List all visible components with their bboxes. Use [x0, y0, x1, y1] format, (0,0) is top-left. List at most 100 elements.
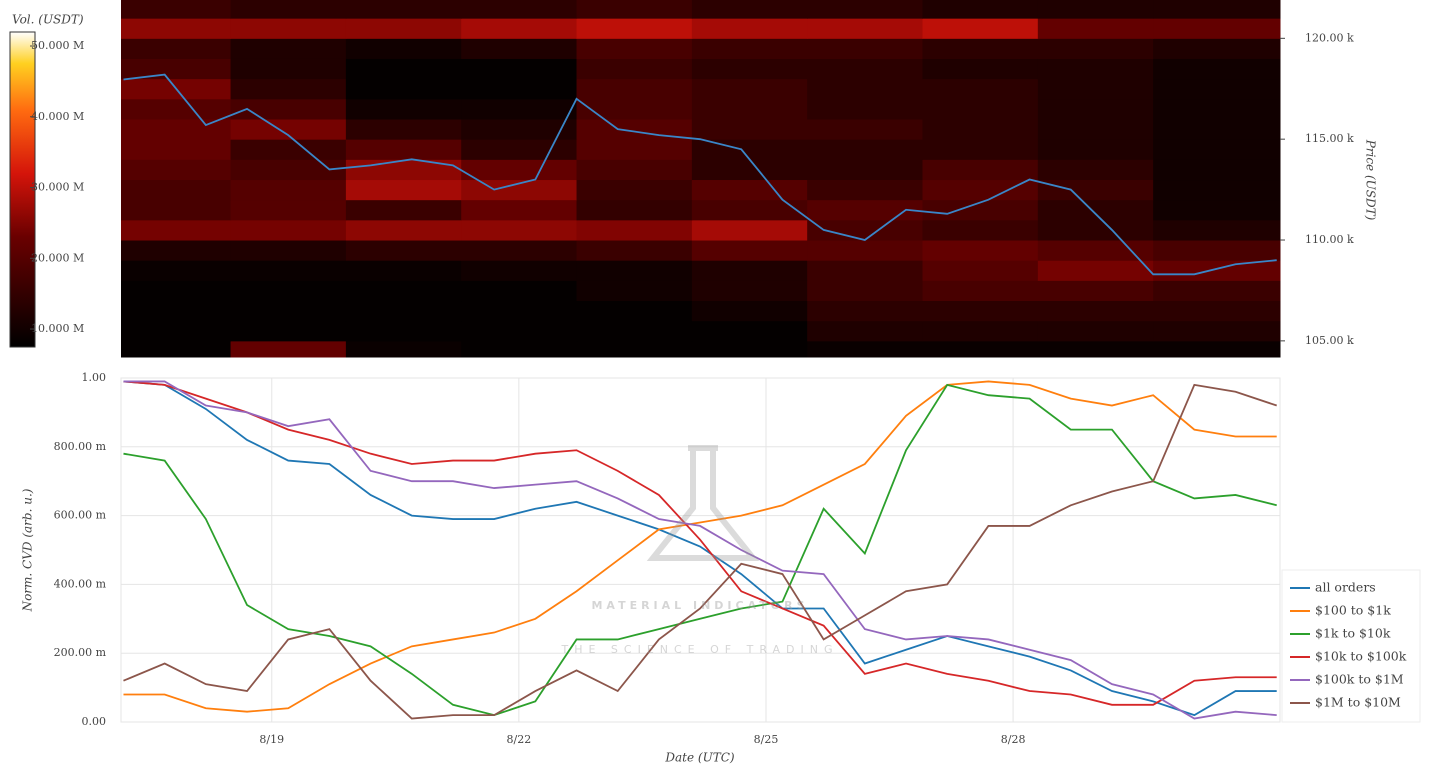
colorbar-tick-label: 20.000 M — [31, 251, 84, 264]
heatmap-cell — [576, 260, 693, 281]
heatmap-cell — [230, 179, 347, 201]
heatmap-cell — [691, 179, 808, 201]
heatmap-cell — [1037, 219, 1154, 241]
heatmap-cell — [1153, 260, 1281, 281]
heatmap-cell — [576, 139, 693, 160]
heatmap-cell — [691, 240, 808, 261]
colorbar-tick-label: 50.000 M — [31, 39, 84, 52]
heatmap-cell — [1037, 58, 1154, 80]
heatmap-cell — [461, 119, 578, 140]
heatmap-cell — [345, 260, 462, 281]
heatmap-cell — [922, 260, 1039, 281]
heatmap-cell — [807, 199, 923, 221]
heatmap-cell — [121, 179, 232, 201]
heatmap-cell — [807, 300, 923, 322]
heatmap-cell — [345, 340, 462, 358]
heatmap-cell — [807, 340, 923, 358]
heatmap-cell — [461, 139, 578, 160]
heatmap-cell — [576, 38, 693, 59]
heatmap-cell — [1037, 260, 1154, 281]
heatmap-cell — [121, 159, 232, 181]
heatmap-cell — [230, 199, 347, 221]
heatmap-cell — [230, 58, 347, 80]
heatmap-cell — [461, 58, 578, 80]
colorbar-tick-label: 40.000 M — [31, 110, 84, 123]
x-axis-label: Date (UTC) — [664, 751, 734, 765]
heatmap-cell — [1153, 78, 1281, 100]
heatmap-cell — [576, 119, 693, 140]
heatmap-cell — [461, 38, 578, 59]
heatmap-cell — [230, 320, 347, 342]
heatmap-cell — [121, 38, 232, 59]
cvd-line — [123, 383, 1277, 720]
heatmap-cell — [230, 0, 347, 19]
heatmap-cell — [121, 199, 232, 221]
heatmap-cell — [345, 199, 462, 221]
heatmap-cell — [1037, 240, 1154, 261]
watermark-title: MATERIAL INDICATORS — [591, 599, 808, 612]
watermark-icon — [646, 445, 760, 561]
heatmap-cell — [576, 240, 693, 261]
heatmap-cell — [576, 199, 693, 221]
heatmap-cell — [807, 38, 923, 59]
heatmap-cell — [461, 240, 578, 261]
x-tick-label: 8/19 — [259, 733, 284, 746]
heatmap-cell — [1153, 38, 1281, 59]
heatmap-cell — [461, 280, 578, 302]
y-tick-label: 115.00 k — [1305, 132, 1354, 145]
heatmap-cell — [807, 78, 923, 100]
heatmap-cell — [1037, 38, 1154, 59]
heatmap-cell — [461, 320, 578, 342]
heatmap-cell — [345, 0, 462, 19]
heatmap-cell — [345, 179, 462, 201]
heatmap-cell — [922, 340, 1039, 358]
heatmap-cell — [807, 0, 923, 19]
heatmap-cell — [1153, 320, 1281, 342]
legend-label: $100 to $1k — [1315, 603, 1391, 618]
legend-label: $1M to $10M — [1315, 695, 1401, 710]
heatmap-cell — [807, 240, 923, 261]
heatmap-cell — [1037, 300, 1154, 322]
heatmap-cell — [1037, 159, 1154, 181]
heatmap-cell — [461, 179, 578, 201]
heatmap-cell — [345, 280, 462, 302]
heatmap-cell — [1153, 0, 1281, 19]
heatmap-cell — [807, 179, 923, 201]
heatmap-cell — [691, 0, 808, 19]
heatmap-cell — [576, 280, 693, 302]
cvd-line — [123, 380, 1277, 713]
heatmap-cell — [1037, 199, 1154, 221]
heatmap-cell — [230, 260, 347, 281]
heatmap-cell — [121, 240, 232, 261]
heatmap-cell — [807, 119, 923, 140]
heatmap-cell — [230, 18, 347, 39]
heatmap-cell — [1153, 199, 1281, 221]
heatmap-cell — [1153, 119, 1281, 140]
heatmap-cell — [345, 58, 462, 80]
heatmap-cell — [345, 300, 462, 322]
heatmap-cell — [345, 320, 462, 342]
y-tick-label: 0.00 — [82, 715, 107, 728]
heatmap-cell — [807, 18, 923, 39]
legend — [1281, 569, 1421, 723]
y-tick-label: 600.00 m — [54, 509, 107, 522]
heatmap-cell — [230, 240, 347, 261]
heatmap-cell — [1037, 119, 1154, 140]
heatmap-cell — [576, 78, 693, 100]
heatmap-cell — [576, 98, 693, 120]
heatmap-cell — [807, 159, 923, 181]
heatmap-cell — [691, 38, 808, 59]
heatmap-cell — [691, 340, 808, 358]
heatmap-cell — [1153, 98, 1281, 120]
heatmap-cell — [576, 58, 693, 80]
heatmap-cell — [1037, 320, 1154, 342]
legend-label: $1k to $10k — [1315, 626, 1391, 641]
cvd-line — [123, 380, 1277, 717]
heatmap-cell — [1153, 219, 1281, 241]
heatmap-cell — [121, 139, 232, 160]
heatmap-cell — [576, 18, 693, 39]
heatmap-cell — [1037, 98, 1154, 120]
heatmap-cell — [461, 98, 578, 120]
heatmap-cell — [230, 38, 347, 59]
